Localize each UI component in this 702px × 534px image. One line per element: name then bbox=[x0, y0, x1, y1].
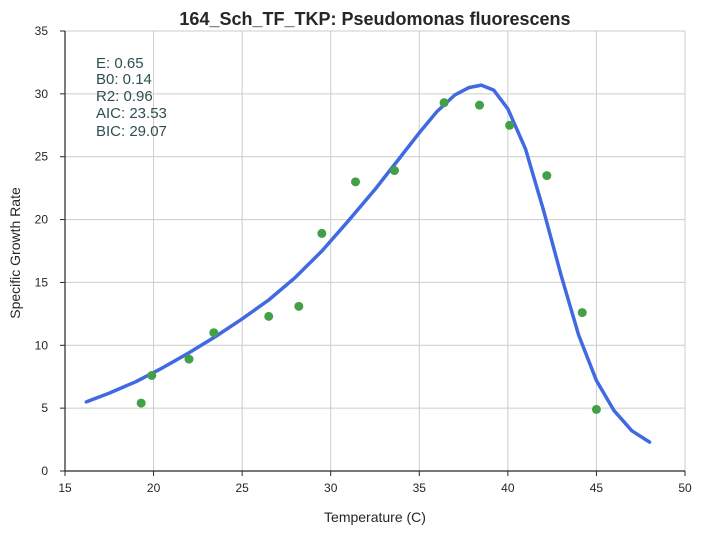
y-tick-label: 0 bbox=[41, 464, 48, 478]
data-points bbox=[136, 98, 601, 414]
data-point bbox=[542, 171, 552, 181]
x-tick-label: 35 bbox=[413, 481, 427, 495]
chart-title: 164_Sch_TF_TKP: Pseudomonas fluorescens bbox=[179, 9, 570, 29]
stat-e: E: 0.65 bbox=[96, 55, 144, 72]
x-tick-label: 30 bbox=[324, 481, 338, 495]
data-point bbox=[264, 311, 274, 321]
x-tick-label: 40 bbox=[501, 481, 515, 495]
data-point bbox=[317, 228, 327, 238]
data-point bbox=[147, 370, 157, 380]
axes bbox=[60, 30, 686, 476]
stat-r2: R2: 0.96 bbox=[96, 88, 153, 105]
y-tick-label: 35 bbox=[35, 24, 49, 38]
x-axis-label: Temperature (C) bbox=[324, 509, 426, 525]
y-tick-label: 20 bbox=[35, 213, 49, 227]
data-point bbox=[505, 120, 515, 130]
data-point bbox=[209, 328, 219, 338]
x-tick-label: 15 bbox=[58, 481, 72, 495]
stat-aic: AIC: 23.53 bbox=[96, 105, 167, 122]
data-point bbox=[439, 98, 449, 108]
y-tick-label: 30 bbox=[35, 87, 49, 101]
fit-curve-layer bbox=[84, 83, 652, 444]
y-tick-label: 5 bbox=[41, 401, 48, 415]
x-tick-label: 50 bbox=[678, 481, 692, 495]
fit-curve bbox=[84, 83, 652, 444]
y-tick-label: 15 bbox=[35, 275, 49, 289]
x-tick-label: 25 bbox=[235, 481, 249, 495]
data-point bbox=[577, 308, 587, 318]
data-point bbox=[294, 301, 304, 311]
stats-annotation: E: 0.65 B0: 0.14 R2: 0.96 AIC: 23.53 BIC… bbox=[96, 55, 167, 140]
stat-bic: BIC: 29.07 bbox=[96, 123, 167, 140]
grid bbox=[65, 30, 686, 471]
y-tick-label: 25 bbox=[35, 150, 49, 164]
data-point bbox=[591, 404, 601, 414]
tick-labels: 15 20 25 30 35 40 45 50 0 5 10 15 20 25 30 35 bbox=[35, 24, 692, 495]
data-point bbox=[475, 100, 485, 110]
y-tick-label: 10 bbox=[35, 338, 49, 352]
data-point bbox=[351, 177, 361, 187]
x-tick-label: 45 bbox=[590, 481, 604, 495]
data-point bbox=[184, 354, 194, 364]
data-point bbox=[136, 398, 146, 408]
y-axis-label: Specific Growth Rate bbox=[7, 187, 23, 319]
data-point bbox=[389, 166, 399, 176]
x-tick-label: 20 bbox=[147, 481, 161, 495]
plot-area bbox=[65, 31, 685, 471]
stat-b0: B0: 0.14 bbox=[96, 71, 152, 88]
